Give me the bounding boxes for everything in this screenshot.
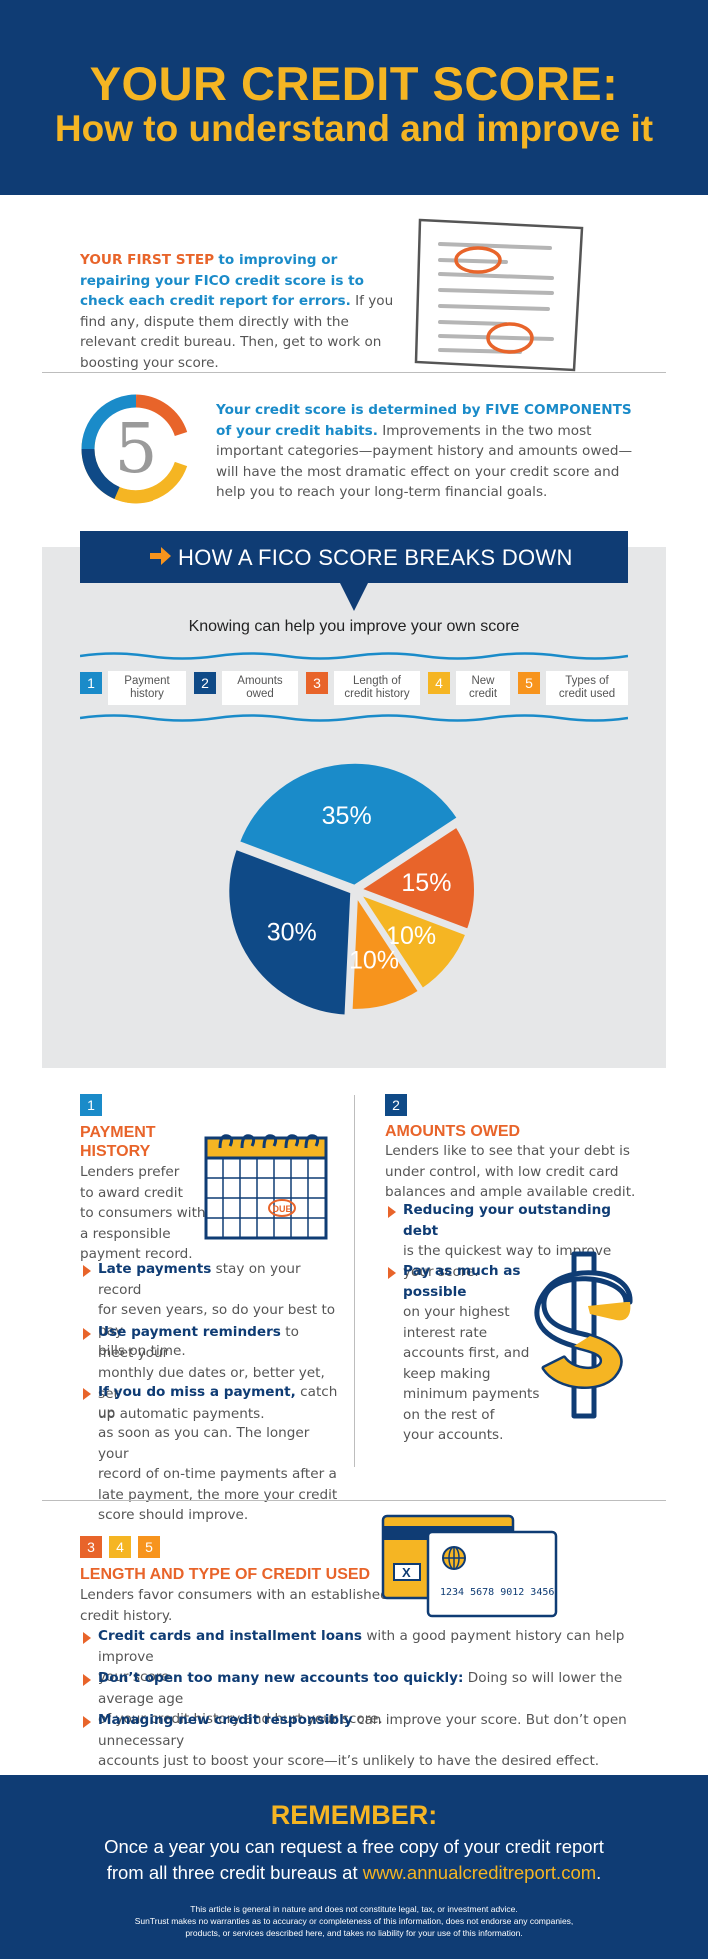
breakdown-banner	[80, 531, 628, 583]
legend-label-types-of-credit-used: Types of credit used	[546, 671, 628, 705]
bullet-arrow-icon	[388, 1206, 396, 1218]
legend-number-4: 4	[428, 672, 450, 694]
divider	[42, 372, 666, 373]
payment-bullet-3: If you do miss a payment, catch up as so…	[98, 1384, 338, 1523]
pie-slice-payment-history	[235, 759, 462, 890]
column-divider	[354, 1095, 355, 1467]
arrow-right-icon	[150, 547, 171, 565]
pie-label-length-of-credit-history: 15%	[401, 869, 451, 897]
wave-divider-bottom	[80, 714, 628, 722]
legend-label-new-credit: New credit	[456, 671, 510, 705]
pie-slice-new-credit	[353, 888, 471, 994]
pie-label-amounts-owed: 30%	[267, 919, 317, 947]
pie-label-new-credit: 10%	[386, 922, 436, 950]
legend-number-3: 3	[306, 672, 328, 694]
disclaimer-line-1: This article is general in nature and do…	[190, 1904, 518, 1914]
intro-rest: If you find any, dispute them directly w…	[80, 293, 394, 371]
amounts-owed-intro: Lenders like to see that your debt is un…	[385, 1143, 636, 1200]
calendar-due-tag: DUE	[272, 1204, 291, 1214]
intro-lead-orange: YOUR FIRST STEP	[80, 252, 215, 268]
footer-line-1: Once a year you can request a free copy …	[104, 1836, 604, 1857]
dollar-sign-icon	[534, 1251, 633, 1419]
credit-bullet-1: Credit cards and installment loans with …	[98, 1628, 625, 1685]
components-lead: Your credit score is determined by FIVE …	[216, 402, 632, 439]
credit-used-title: LENGTH AND TYPE OF CREDIT USED	[80, 1566, 371, 1583]
bullet-arrow-icon	[83, 1716, 91, 1728]
pie-label-payment-history: 35%	[322, 802, 372, 830]
credit-bullet-2: Don’t open too many new accounts too qui…	[98, 1670, 623, 1727]
card-number: 1234 5678 9012 3456	[440, 1587, 554, 1598]
payment-history-intro: Lenders prefer to award credit to consum…	[80, 1164, 206, 1262]
payment-history-title: PAYMENT HISTORY	[80, 1124, 156, 1160]
banner-pointer	[340, 583, 368, 611]
bullet-arrow-icon	[83, 1265, 91, 1277]
section-number-4: 4	[109, 1536, 131, 1558]
pie-label-types-of-credit-used: 10%	[349, 946, 399, 974]
calendar-icon: DUE	[204, 1134, 328, 1240]
pie-slice-amounts-owed	[225, 844, 355, 1019]
legend-label-amounts-owed: Amounts owed	[222, 671, 298, 705]
components-paragraph: Your credit score is determined by FIVE …	[216, 400, 636, 503]
footer-band	[0, 1775, 708, 1959]
components-rest: Improvements in the two most important c…	[216, 422, 633, 501]
pie-slice-length-of-credit-history	[354, 822, 478, 934]
bullet-arrow-icon	[83, 1328, 91, 1340]
annual-credit-report-link[interactable]: www.annualcreditreport.com	[362, 1862, 597, 1883]
disclaimer-line-3: products, or services described here, an…	[185, 1928, 523, 1938]
wave-divider-top	[80, 652, 628, 660]
svg-text:X: X	[402, 1565, 411, 1580]
legend-number-1: 1	[80, 672, 102, 694]
payment-bullet-1: Late payments stay on your record for se…	[98, 1261, 336, 1359]
legend-label-payment-history: Payment history	[108, 671, 186, 705]
remember-heading: REMEMBER:	[270, 1800, 438, 1830]
legend-number-2: 2	[194, 672, 216, 694]
breakdown-title: HOW A FICO SCORE BREAKS DOWN	[178, 545, 573, 570]
payment-bullet-2: Use payment reminders to meet your month…	[98, 1324, 325, 1422]
footer-line-2: from all three credit bureaus at www.ann…	[106, 1862, 602, 1883]
section-number-2: 2	[385, 1094, 407, 1116]
page-title: YOUR CREDIT SCORE:	[89, 57, 619, 110]
legend-number-5: 5	[518, 672, 540, 694]
document-icon	[414, 218, 584, 372]
credit-cards-icon: X 1234 5678 9012 3456	[381, 1514, 558, 1618]
bullet-arrow-icon	[83, 1632, 91, 1644]
section-number-3: 3	[80, 1536, 102, 1558]
five-components-ring-icon: 5	[81, 394, 191, 504]
amounts-owed-title: AMOUNTS OWED	[385, 1123, 521, 1140]
credit-used-intro: Lenders favor consumers with an establis…	[80, 1587, 389, 1624]
pie-slice-types-of-credit-used	[348, 887, 424, 1013]
bullet-arrow-icon	[83, 1674, 91, 1686]
header-band: YOUR CREDIT SCORE: How to understand and…	[0, 0, 708, 195]
amounts-bullet-2: Pay as much as possible on your highest …	[403, 1263, 540, 1443]
bullet-arrow-icon	[83, 1388, 91, 1400]
page-subtitle: How to understand and improve it	[54, 108, 654, 149]
fico-pie-chart: 35% 15% 10%10% 30%	[225, 759, 478, 1019]
amounts-bullet-1: Reducing your outstanding debt is the qu…	[403, 1202, 612, 1280]
intro-paragraph: YOUR FIRST STEP to improving or repairin…	[80, 250, 400, 373]
section-number-1: 1	[80, 1094, 102, 1116]
bullet-arrow-icon	[388, 1267, 396, 1279]
divider	[42, 1500, 666, 1501]
legend-label-length-of-credit-history: Length of credit history	[334, 671, 420, 705]
intro-lead-blue: to improving or repairing your FICO cred…	[80, 252, 364, 309]
section-number-5: 5	[138, 1536, 160, 1558]
disclaimer-line-2: SunTrust makes no warranties as to accur…	[134, 1916, 574, 1926]
credit-bullet-3: Managing new credit responsibly can impr…	[98, 1712, 627, 1769]
breakdown-subtitle: Knowing can help you improve your own sc…	[188, 618, 520, 635]
five-number: 5	[114, 410, 157, 489]
